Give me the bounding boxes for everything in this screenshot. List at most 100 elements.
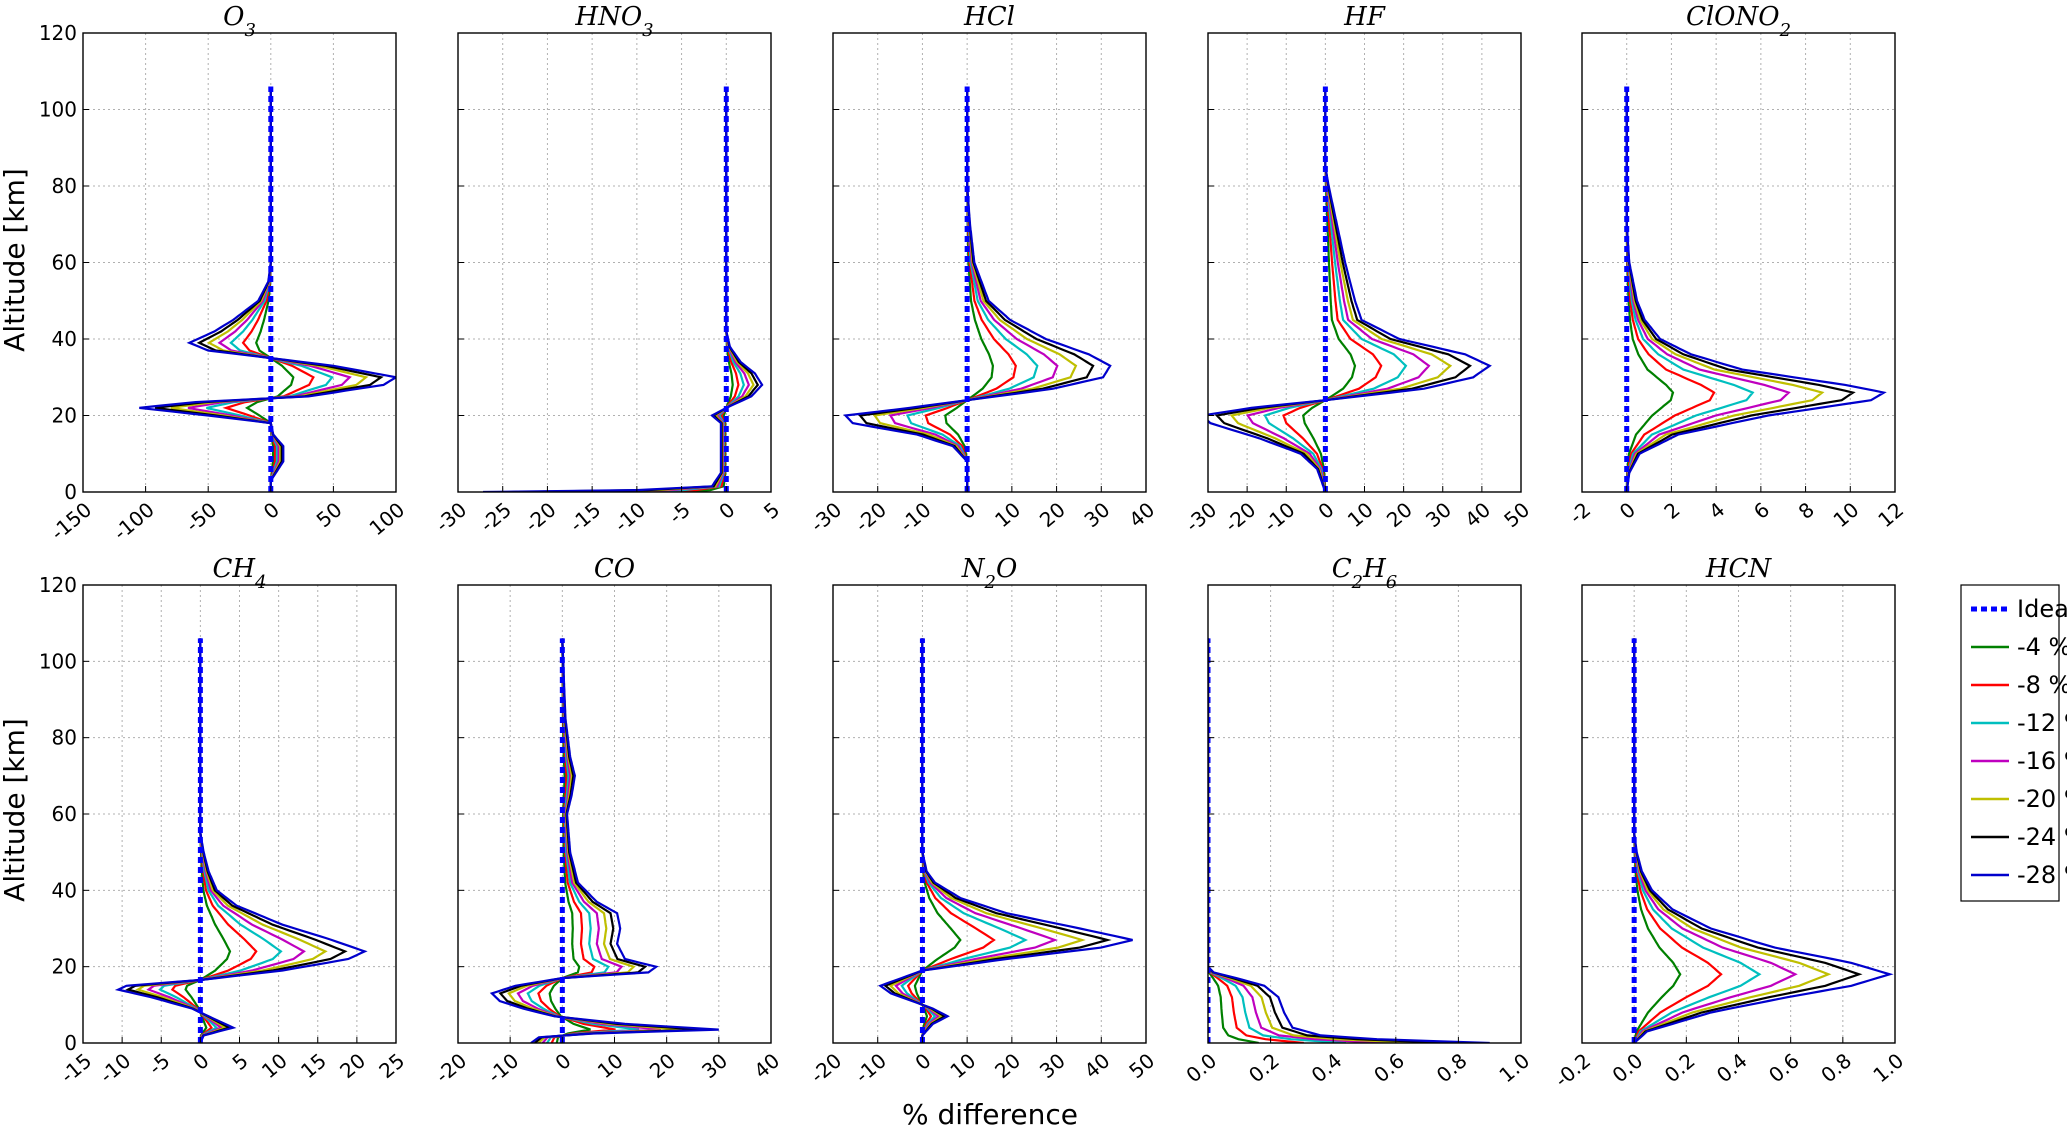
x-tick-label: 0.6 (1369, 1048, 1409, 1087)
panel-c2h6: 0.0 0.2 0.4 0.6 0.8 1.0 C2H6 (1181, 554, 1534, 1087)
series-group (1624, 86, 1887, 492)
legend-box (1960, 584, 2060, 902)
panel-title: N2O (961, 554, 1018, 593)
series-line-4pct (1208, 638, 1259, 1043)
legend-item: Ideal (1971, 595, 2067, 623)
x-tick-label: 50 (312, 497, 347, 532)
series-group (139, 86, 396, 492)
series-line-28pct (878, 638, 1133, 1043)
x-tick-label: -5 (144, 1048, 175, 1079)
x-tick-label: -10 (895, 497, 935, 536)
x-tick-label: -25 (475, 497, 515, 536)
x-tick-label: 0.6 (1764, 1048, 1804, 1087)
y-tick-label: 120 (39, 21, 77, 45)
y-tick-label: 20 (52, 955, 77, 979)
x-tick-label: 20 (990, 1048, 1025, 1083)
legend-label: -8 % (2017, 671, 2067, 699)
series-line-28pct (1208, 638, 1490, 1043)
x-tick-label: -10 (1259, 497, 1299, 536)
x-tick-label: 0 (910, 1048, 935, 1075)
series-line-28pct (482, 86, 764, 492)
series-group (1208, 86, 1492, 492)
panel-n2o: -20 -10 0 10 20 30 40 50 N2O (806, 554, 1159, 1088)
series-line-20pct (1633, 638, 1832, 1043)
y-tick-label: 40 (52, 878, 77, 902)
panel-hcn: -0.2 0.0 0.2 0.4 0.6 0.8 1.0 HCN (1550, 554, 1908, 1092)
legend-label: -16 % (2017, 747, 2067, 775)
x-tick-label: 20 (645, 1048, 680, 1083)
x-tick-label: 0 (1313, 497, 1338, 524)
series-group (489, 638, 719, 1043)
y-axis-label-bottom: Altitude [km] (0, 718, 31, 902)
series-line-20pct (888, 638, 1086, 1043)
series-line-8pct (1282, 86, 1383, 492)
x-tick-label: 20 (335, 1048, 370, 1083)
x-tick-label: -15 (565, 497, 605, 536)
x-tick-label: -20 (520, 497, 560, 536)
x-tick-label: 30 (1080, 497, 1115, 532)
x-tick-label: 30 (1035, 1048, 1070, 1083)
x-tick-label: -20 (806, 1048, 846, 1087)
y-tick-label: 40 (52, 327, 77, 351)
series-line-24pct (883, 638, 1112, 1043)
series-line-16pct (1633, 638, 1798, 1043)
legend-item: -16 % (1971, 747, 2067, 775)
x-tick-label: 4 (1704, 497, 1729, 524)
x-tick-label: 0.8 (1816, 1048, 1856, 1087)
series-line-8pct (1633, 638, 1723, 1043)
panel-hno3: -30 -25 -20 -15 -10 -5 0 5 HNO3 (431, 2, 784, 537)
x-tick-label: 40 (749, 1048, 784, 1083)
x-tick-label: 100 (365, 497, 410, 540)
x-tick-label: -20 (431, 1048, 471, 1087)
x-tick-label: -30 (1181, 497, 1221, 536)
x-tick-label: 0.4 (1307, 1048, 1347, 1087)
x-tick-label: -20 (1220, 497, 1260, 536)
x-tick-label: 0 (955, 497, 980, 524)
panel-title: CO (594, 554, 635, 584)
x-tick-label: -150 (46, 497, 96, 545)
x-tick-label: 0 (1615, 497, 1640, 524)
x-tick-label: -10 (610, 497, 650, 536)
x-tick-label: 2 (1659, 497, 1684, 524)
x-tick-label: -30 (431, 497, 471, 536)
x-tick-label: 40 (1124, 497, 1159, 532)
y-tick-label: 0 (64, 1031, 77, 1055)
panel-title: ClONO2 (1686, 2, 1791, 41)
x-tick-label: -50 (181, 497, 221, 536)
series-line-28pct (139, 86, 396, 492)
series-group (843, 86, 1112, 492)
panel-clono2: -2 0 2 4 6 8 10 12 ClONO2 (1565, 2, 1909, 532)
y-tick-label: 100 (39, 649, 77, 673)
legend-item: -28 % (1971, 861, 2067, 889)
legend-label: -28 % (2017, 861, 2067, 889)
x-tick-label: -10 (483, 1048, 523, 1087)
x-tick-label: 0 (714, 497, 739, 524)
series-line-24pct (1208, 638, 1456, 1043)
x-tick-label: 0.2 (1244, 1048, 1284, 1087)
x-tick-label: 20 (1382, 497, 1417, 532)
series-group (482, 86, 764, 492)
series-line-12pct (1208, 638, 1347, 1043)
panel-hcl: -30 -20 -10 0 10 20 30 40 HCl (806, 2, 1159, 537)
x-tick-label: 5 (228, 1048, 253, 1075)
legend-label: -12 % (2017, 709, 2067, 737)
series-line-16pct (894, 638, 1058, 1043)
legend-label: -4 % (2017, 633, 2067, 661)
x-tick-label: 0 (188, 1048, 213, 1075)
series-line-28pct (489, 638, 719, 1043)
series-line-4pct (1633, 638, 1682, 1043)
x-tick-label: -100 (109, 497, 159, 545)
series-line-28pct (1208, 86, 1492, 492)
x-tick-label: 10 (990, 497, 1025, 532)
x-tick-label: 50 (1499, 497, 1534, 532)
y-tick-label: 80 (52, 726, 77, 750)
series-line-20pct (1625, 86, 1825, 492)
x-tick-label: 10 (593, 1048, 628, 1083)
series-line-28pct (114, 638, 368, 1043)
panel-o3: -150 -100 -50 0 50 100 0 20 40 60 80 100 120 O3 (39, 2, 409, 545)
panel-hf: -30-20-10 0 10 20 30 40 50 HF (1181, 2, 1534, 537)
x-tick-label: -2 (1565, 497, 1596, 528)
series-line-8pct (1208, 638, 1304, 1043)
panel-co: -20 -10 0 10 20 30 40 CO (431, 554, 784, 1088)
